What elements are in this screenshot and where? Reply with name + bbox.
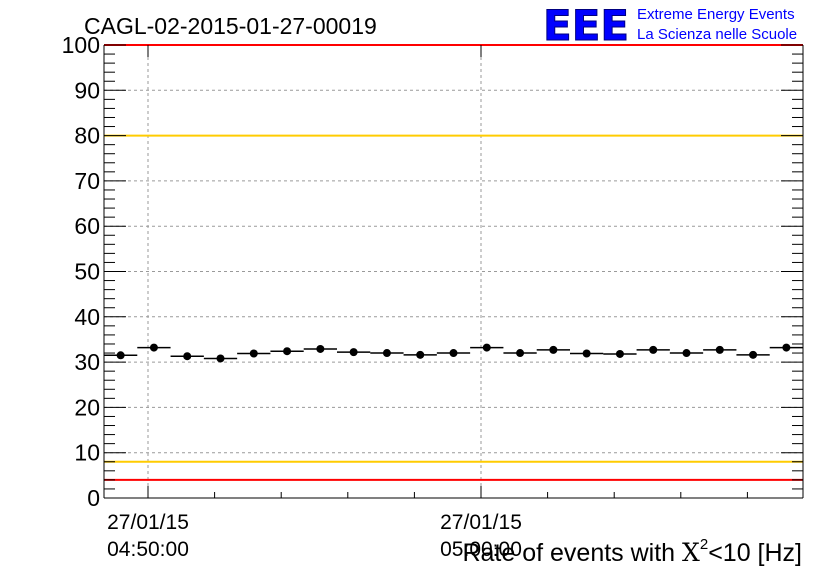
- y-tick-label: 10: [74, 440, 100, 466]
- x-axis-title: Rate of events with X2<10 [Hz]: [462, 536, 802, 567]
- y-tick-label: 40: [74, 304, 100, 330]
- data-point: [316, 344, 325, 353]
- chart-title: CAGL-02-2015-01-27-00019: [84, 13, 377, 39]
- y-tick-label: 60: [74, 213, 100, 239]
- data-point: [149, 343, 158, 352]
- axes: [103, 44, 804, 499]
- logo-line-2: La Scienza nelle Scuole: [637, 26, 797, 43]
- data-point: [649, 345, 658, 354]
- y-tick-label: 90: [74, 77, 100, 103]
- tick-labels: 0 10 20 30 40 50 60 70 80 90 100 27/01/15 04:50:00 27…: [62, 32, 522, 561]
- data-point: [749, 350, 758, 359]
- data-point: [449, 349, 458, 358]
- y-tick-label: 0: [87, 485, 100, 511]
- data-point: [549, 345, 558, 354]
- eee-logo-mark: EEE: [543, 1, 629, 50]
- x-tick-label-date: 27/01/15: [107, 511, 189, 534]
- x-tick-label-time: 05:00:00: [440, 538, 522, 561]
- data-point: [283, 347, 292, 356]
- logo-line-1: Extreme Energy Events: [637, 6, 795, 23]
- y-tick-label: 80: [74, 123, 100, 149]
- data-point: [715, 345, 724, 354]
- data-point: [582, 349, 591, 358]
- grid-lines: [104, 45, 803, 498]
- data-point: [482, 343, 491, 352]
- data-point: [615, 349, 624, 358]
- data-point: [116, 351, 125, 360]
- data-point: [416, 350, 425, 359]
- x-tick-label-date: 27/01/15: [440, 511, 522, 534]
- x-tick-label-time: 04:50:00: [107, 538, 189, 561]
- data-point: [249, 349, 258, 358]
- data-point: [382, 349, 391, 358]
- chi-exponent: 2: [700, 536, 708, 553]
- data-point: [216, 354, 225, 363]
- y-tick-label: 50: [74, 259, 100, 285]
- data-point: [682, 349, 691, 358]
- reference-lines: [104, 44, 803, 481]
- data-point: [349, 348, 358, 357]
- data-point: [516, 349, 525, 358]
- data-series: [104, 343, 803, 363]
- y-tick-label: 30: [74, 349, 100, 375]
- chi-symbol: X: [682, 538, 700, 567]
- y-tick-label: 100: [62, 32, 100, 58]
- y-tick-label: 20: [74, 394, 100, 420]
- data-point: [183, 352, 192, 361]
- y-tick-label: 70: [74, 168, 100, 194]
- data-point: [782, 343, 791, 352]
